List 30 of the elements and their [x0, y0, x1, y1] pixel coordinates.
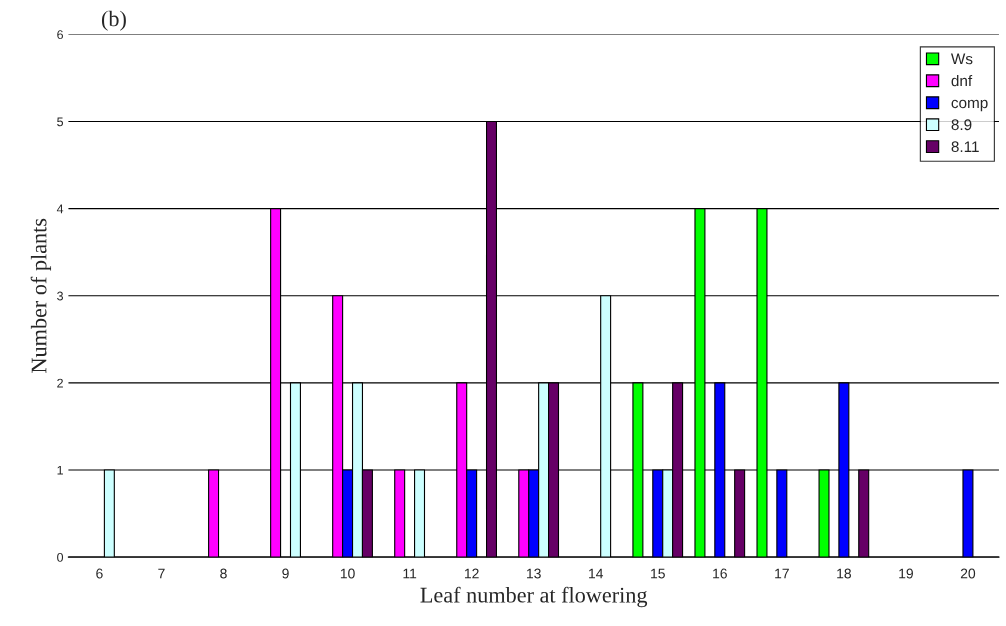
x-tick-label: 15	[651, 568, 665, 579]
y-axis-title: Number of plants	[30, 218, 52, 373]
x-tick-label: 11	[403, 568, 417, 579]
x-tick-label: 20	[960, 568, 976, 579]
x-tick-label: 6	[96, 568, 103, 579]
y-tick-label: 5	[57, 117, 64, 127]
y-tick-label: 4	[56, 204, 64, 214]
legend-label: 8.11	[951, 141, 979, 153]
legend-label: 8.9	[951, 119, 972, 131]
x-tick-label: 19	[899, 568, 913, 579]
y-tick-label: 6	[57, 30, 63, 40]
y-tick-label: 3	[57, 291, 63, 301]
y-tick-label: 1	[57, 465, 63, 475]
x-tick-label: 14	[589, 568, 604, 579]
x-tick-label: 16	[713, 568, 727, 579]
y-tick-label: 0	[57, 552, 64, 562]
x-tick-label: 8	[220, 568, 227, 579]
x-tick-label: 12	[464, 568, 479, 579]
x-tick-label: 7	[158, 568, 165, 579]
x-tick-label: 10	[340, 568, 355, 579]
legend-label: Ws	[950, 53, 973, 65]
chart-title: (b)	[101, 10, 126, 31]
x-tick-label: 17	[775, 568, 789, 579]
legend-label: comp	[951, 99, 988, 112]
x-tick-label: 18	[837, 568, 851, 579]
y-tick-label: 2	[57, 378, 63, 388]
x-tick-label: 9	[282, 568, 289, 579]
x-axis-title: Leaf number at flowering	[420, 586, 648, 608]
legend-label: dnf	[951, 75, 973, 87]
x-tick-label: 13	[527, 568, 541, 579]
